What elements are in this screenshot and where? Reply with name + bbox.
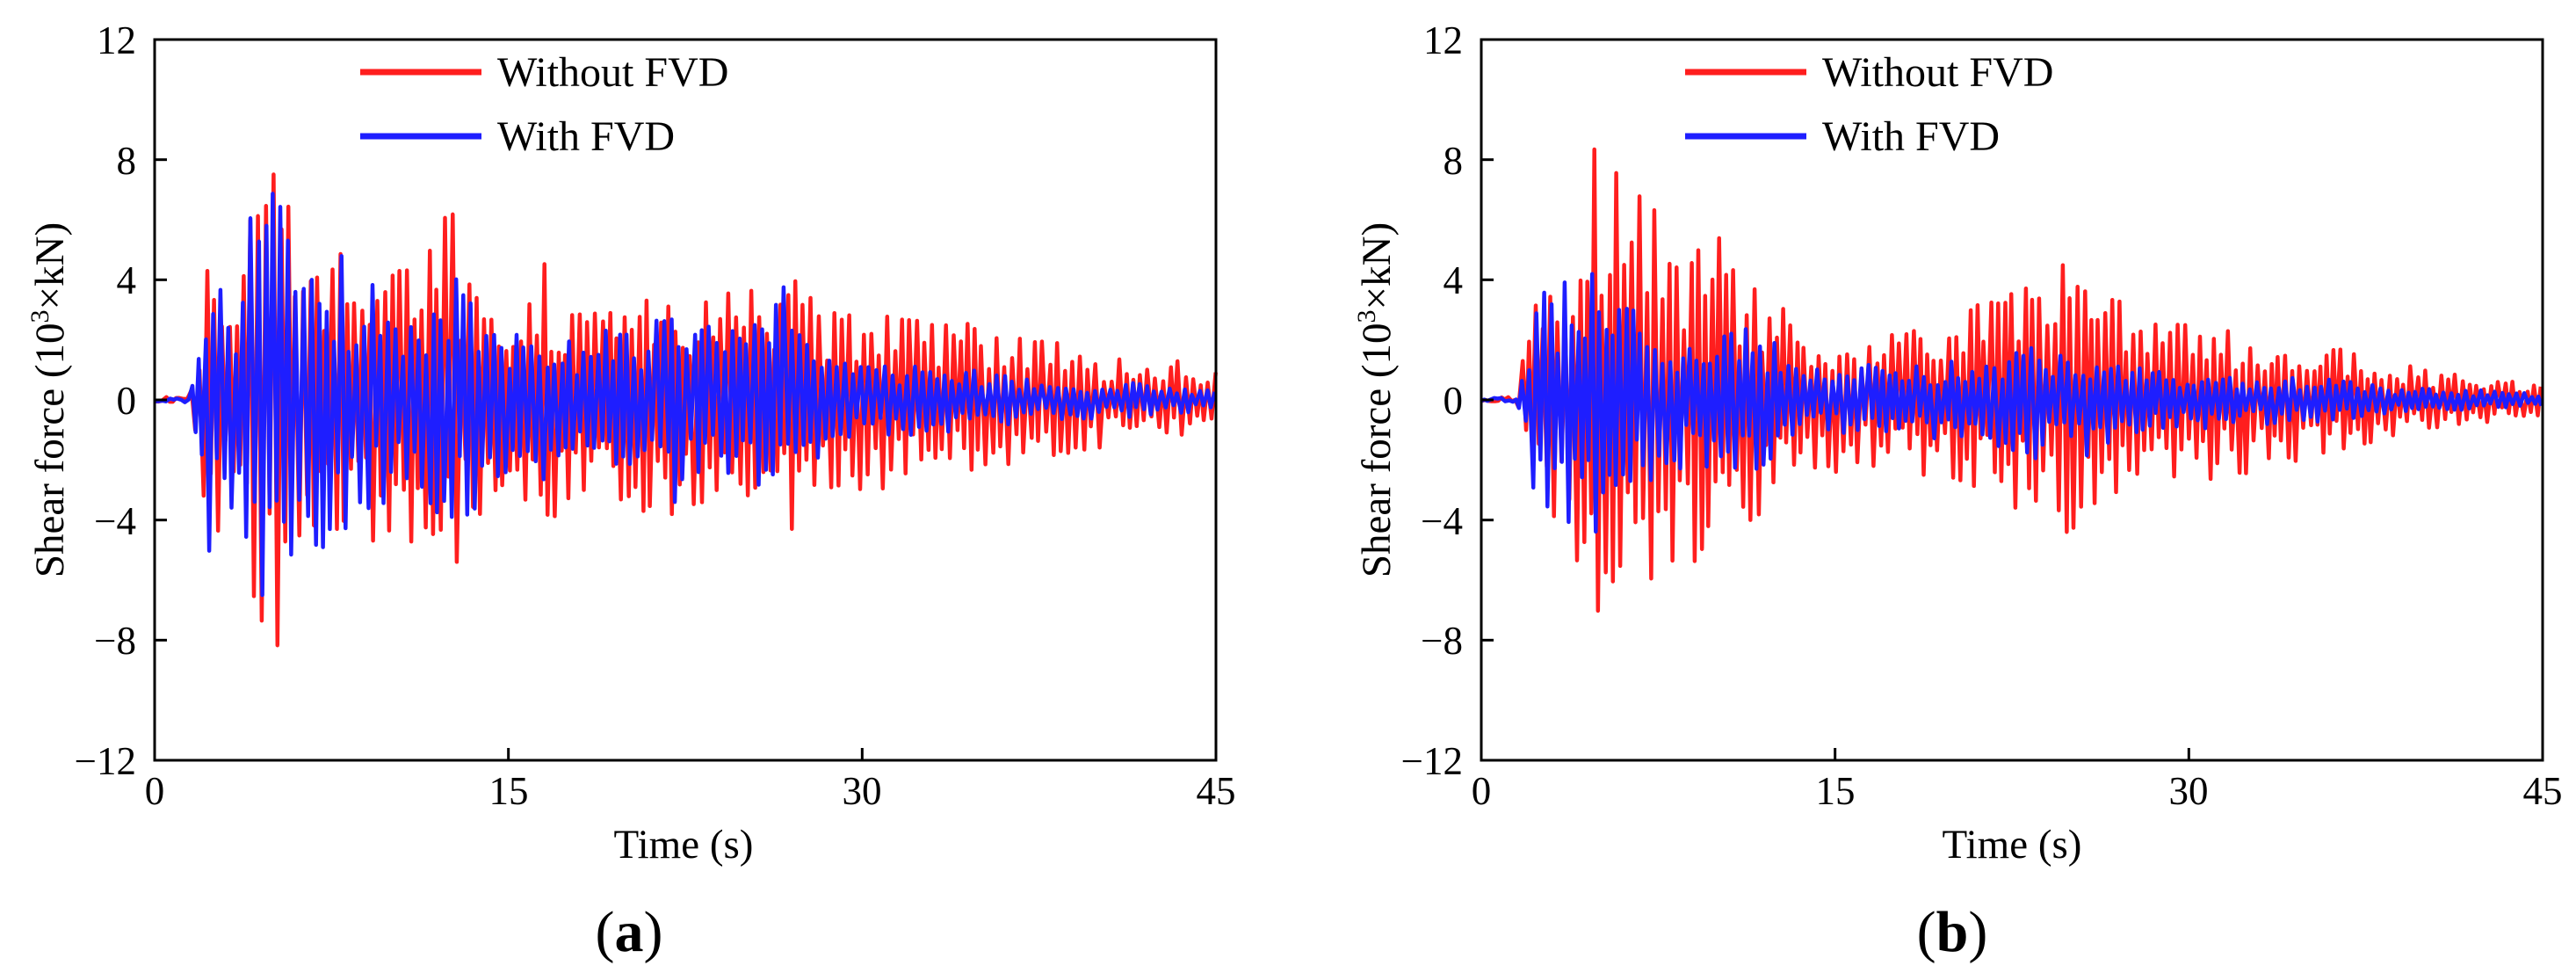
panel-b-series-layer: [1480, 147, 2543, 613]
series-line-with-fvd: [1480, 272, 2543, 534]
panel-b-ytick-label: 4: [1444, 258, 1464, 302]
panel-a-series-layer: [154, 172, 1218, 648]
panel-a-xtick-label: 30: [843, 769, 882, 813]
panel-b-ytick-label: 12: [1423, 18, 1463, 62]
panel-a-xtick-label: 45: [1197, 769, 1236, 813]
panel-a-ytick-label: −4: [94, 499, 136, 543]
panel-a-label: (a): [596, 900, 663, 964]
panel-a-yaxis-label-text: Shear force (10: [27, 323, 73, 577]
panel-a-ytick-label: −12: [75, 739, 136, 783]
panel-b-yaxis-label-tail: ×kN): [1354, 222, 1400, 310]
panel-a-label-letter: a: [615, 900, 644, 964]
panel-b-legend-label-without-fvd: Without FVD: [1822, 49, 2053, 96]
panel-b-chart: 12 8 4 0 −4 −8 −12 0 15 30 45 Time (s) S…: [1352, 18, 2563, 964]
panel-b-xtick-label: 0: [1472, 769, 1492, 813]
panel-b-label-letter: b: [1936, 900, 1969, 964]
panel-b-ytick-label: 0: [1444, 379, 1464, 423]
panel-b-label: (b): [1917, 900, 1988, 964]
panel-a-chart: 12 8 4 0 −4 −8 −12 0 15 30 45 Time (s) S…: [25, 18, 1236, 964]
panel-a-yaxis-label-tail: ×kN): [27, 222, 73, 310]
panel-a-ytick-label: 4: [117, 258, 137, 302]
panel-a-ytick-label: 8: [117, 139, 137, 183]
panel-b-ytick-label: 8: [1444, 139, 1464, 183]
panel-b-xtick-label: 45: [2523, 769, 2563, 813]
series-line-with-fvd: [154, 192, 1217, 598]
panel-b-yaxis-label: Shear force (103×kN): [1352, 222, 1400, 577]
panel-a-ytick-label: 0: [117, 379, 137, 423]
panel-a-ytick-label: 12: [97, 18, 136, 62]
panel-a-yaxis-label: Shear force (103×kN): [25, 222, 73, 577]
panel-b-yaxis-label-text: Shear force (10: [1354, 323, 1400, 577]
panel-a-legend-label-with-fvd: With FVD: [497, 113, 675, 160]
panel-b-legend-label-with-fvd: With FVD: [1822, 113, 2000, 160]
panel-a-ytick-label: −8: [94, 619, 136, 663]
panel-a-xtick-label: 15: [489, 769, 529, 813]
panel-b-xtick-label: 15: [1816, 769, 1856, 813]
panel-a-legend-label-without-fvd: Without FVD: [497, 49, 728, 96]
panel-b-ytick-label: −12: [1401, 739, 1463, 783]
panel-a-xtick-label: 0: [145, 769, 165, 813]
panel-b-ytick-label: −8: [1421, 619, 1463, 663]
panel-b-tick-layer: [1480, 38, 2544, 762]
panel-b-ytick-label: −4: [1421, 499, 1463, 543]
panel-a-tick-layer: [153, 38, 1218, 762]
panel-b-xaxis-label: Time (s): [1943, 822, 2082, 867]
panel-b-xtick-label: 30: [2169, 769, 2209, 813]
panel-a-yaxis-label-sup: 3: [25, 309, 54, 323]
panel-b-yaxis-label-sup: 3: [1352, 309, 1381, 323]
panel-a-xaxis-label: Time (s): [614, 822, 754, 867]
